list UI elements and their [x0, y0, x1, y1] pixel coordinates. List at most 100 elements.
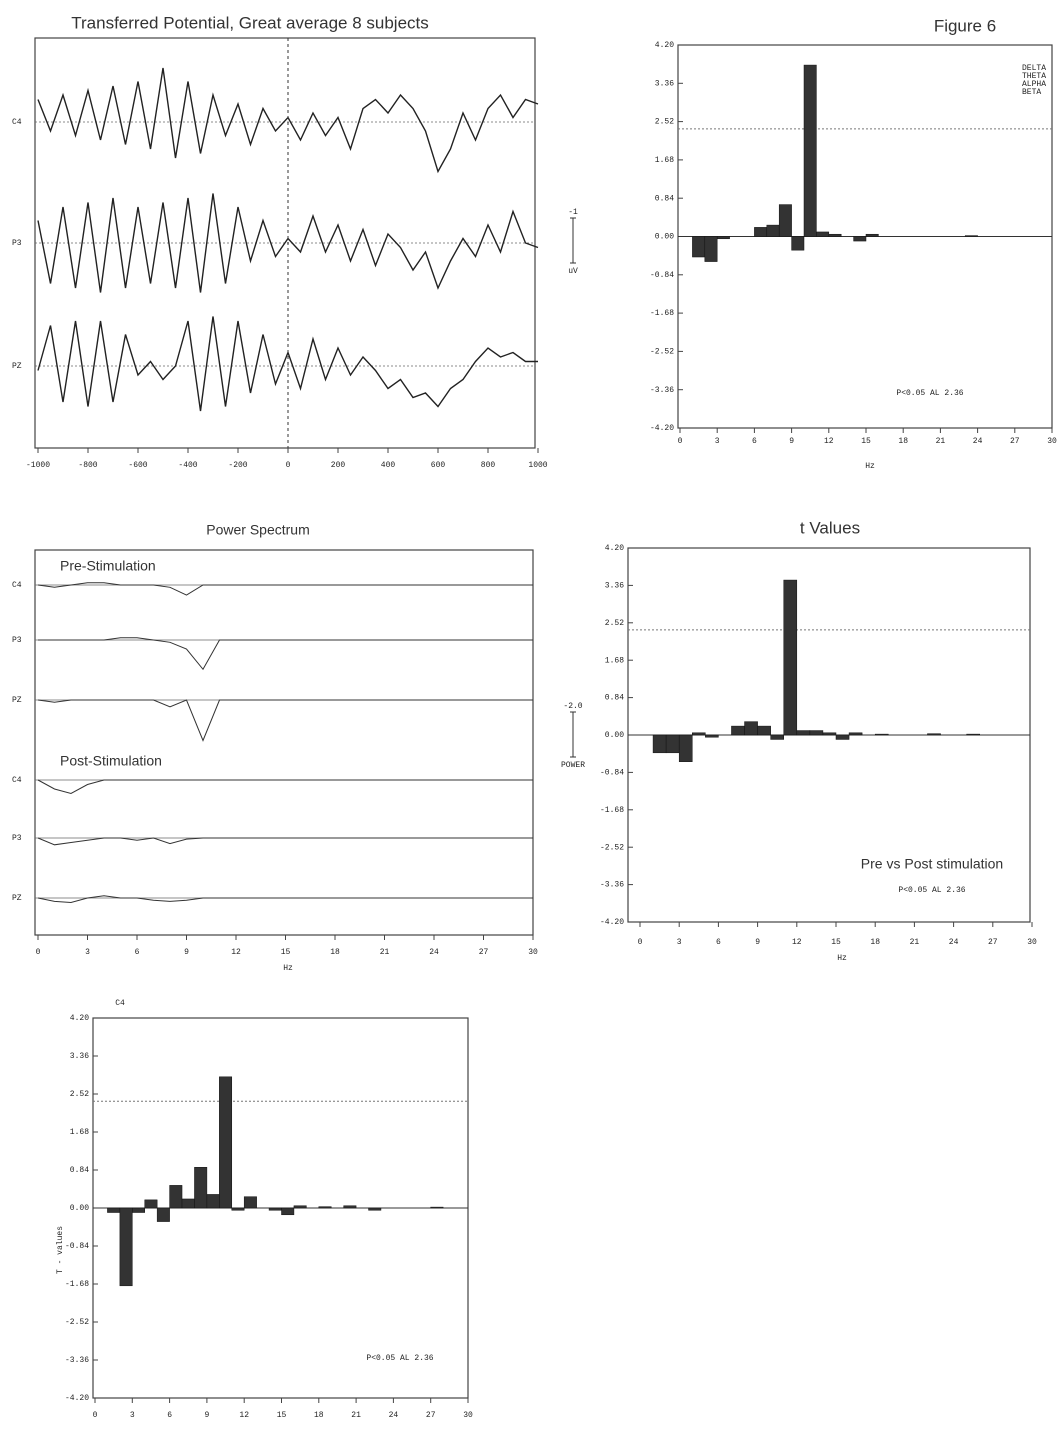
y-tick-label: -4.20 — [600, 918, 624, 927]
y-tick-label: -0.84 — [65, 1242, 89, 1251]
x-tick-label: 30 — [1047, 437, 1057, 446]
y-tick-label: -1.68 — [65, 1280, 89, 1289]
channel-label: PZ — [12, 362, 22, 371]
trace — [37, 895, 533, 904]
scale-unit: uV — [568, 267, 578, 276]
bar — [874, 733, 889, 736]
bar — [343, 1205, 357, 1209]
x-axis-label: Hz — [837, 954, 847, 963]
bar — [966, 733, 980, 736]
bar — [791, 236, 805, 251]
bar — [107, 1207, 121, 1213]
trace — [38, 637, 533, 671]
chart-title: Figure 6 — [934, 16, 996, 35]
y-tick-label: 0.00 — [605, 731, 624, 740]
y-tick-label: 2.52 — [605, 619, 624, 628]
group-label: Post-Stimulation — [60, 753, 162, 769]
bar — [368, 1207, 382, 1211]
bar — [816, 231, 830, 237]
trace — [37, 67, 539, 174]
x-tick-label: 6 — [716, 938, 721, 947]
bar — [803, 64, 817, 237]
bar — [268, 1207, 282, 1211]
bar — [318, 1206, 332, 1209]
x-tick-label: 21 — [910, 938, 920, 947]
x-tick-label: 9 — [184, 948, 189, 957]
x-tick-label: 27 — [988, 938, 998, 947]
band-label: THETA — [1022, 72, 1046, 81]
x-tick-label: 18 — [898, 437, 908, 446]
bar — [822, 732, 837, 736]
channel-label: PZ — [12, 696, 22, 705]
bar — [865, 233, 879, 237]
trace — [37, 779, 533, 795]
x-tick-label: 12 — [792, 938, 802, 947]
y-tick-label: 0.00 — [70, 1204, 89, 1213]
x-tick-label: -600 — [128, 461, 147, 470]
x-tick-label: 3 — [130, 1411, 135, 1420]
x-tick-label: 30 — [463, 1411, 473, 1420]
bar — [716, 236, 730, 240]
annotation: Pre vs Post stimulation — [861, 856, 1003, 872]
group-label: Pre-Stimulation — [60, 558, 156, 574]
x-tick-label: 6 — [135, 948, 140, 957]
channel-label: P3 — [12, 834, 22, 843]
y-tick-label: -4.20 — [65, 1394, 89, 1403]
x-tick-label: 24 — [949, 938, 959, 947]
y-tick-label: 4.20 — [70, 1014, 89, 1023]
chart-title: Transferred Potential, Great average 8 s… — [71, 13, 429, 32]
bar — [692, 236, 706, 258]
y-tick-label: 1.68 — [655, 156, 674, 165]
x-tick-label: 6 — [752, 437, 757, 446]
annotation: P<0.05 AL 2.36 — [898, 886, 965, 895]
bar — [778, 204, 792, 237]
x-tick-label: 15 — [861, 437, 871, 446]
x-tick-label: 21 — [936, 437, 946, 446]
bar — [754, 227, 768, 237]
bar — [231, 1207, 245, 1211]
chart-title: C4 — [115, 999, 125, 1008]
band-label: BETA — [1022, 88, 1041, 97]
x-tick-label: -200 — [228, 461, 247, 470]
x-tick-label: 9 — [755, 938, 760, 947]
y-tick-label: -2.52 — [650, 348, 674, 357]
trace — [37, 837, 533, 846]
x-tick-label: 27 — [426, 1411, 436, 1420]
bar — [731, 725, 745, 736]
x-tick-label: 30 — [1027, 938, 1037, 947]
bar — [156, 1207, 170, 1222]
x-tick-label: 6 — [167, 1411, 172, 1420]
x-tick-label: 0 — [36, 948, 41, 957]
y-tick-label: -0.84 — [600, 769, 624, 778]
y-tick-label: 3.36 — [70, 1052, 89, 1061]
bar — [219, 1076, 233, 1209]
y-tick-label: -2.52 — [600, 843, 624, 852]
bar — [169, 1185, 183, 1209]
x-tick-label: 27 — [1010, 437, 1020, 446]
scale-value: -2.0 — [563, 702, 582, 711]
x-axis-label: Hz — [865, 462, 875, 471]
channel-label: P3 — [12, 636, 22, 645]
bar — [281, 1207, 295, 1216]
bar — [783, 579, 798, 736]
x-tick-label: 21 — [351, 1411, 361, 1420]
y-tick-label: 0.84 — [655, 194, 674, 203]
y-tick-label: 0.00 — [655, 233, 674, 242]
x-tick-label: -1000 — [26, 461, 50, 470]
bar — [119, 1207, 133, 1287]
x-tick-label: 0 — [638, 938, 643, 947]
x-tick-label: 12 — [239, 1411, 249, 1420]
y-tick-label: 1.68 — [70, 1128, 89, 1137]
bar — [770, 734, 784, 740]
bar — [243, 1196, 257, 1209]
bar — [430, 1206, 444, 1209]
y-axis-label: T - values — [56, 1226, 65, 1274]
bar — [665, 734, 680, 754]
bar — [853, 236, 867, 242]
y-tick-label: 3.36 — [655, 79, 674, 88]
y-tick-label: -4.20 — [650, 424, 674, 433]
x-tick-label: 15 — [277, 1411, 287, 1420]
x-tick-label: 12 — [824, 437, 834, 446]
bar — [144, 1199, 158, 1209]
x-tick-label: 18 — [314, 1411, 324, 1420]
